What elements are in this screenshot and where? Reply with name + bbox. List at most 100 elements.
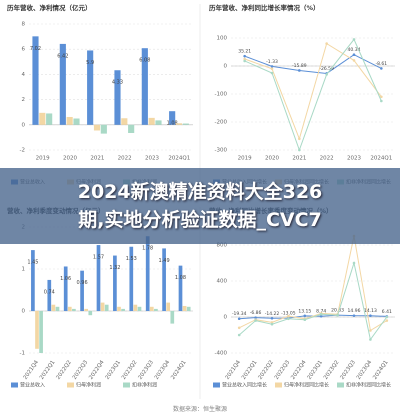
bar <box>182 305 187 311</box>
point <box>352 38 356 41</box>
bar <box>31 250 35 311</box>
point <box>270 316 274 320</box>
x-tick-label: 2021 <box>292 156 306 162</box>
point <box>287 314 290 318</box>
point <box>385 319 389 322</box>
point <box>369 314 372 318</box>
x-tick-label: 2022Q2 <box>55 360 72 381</box>
point <box>270 67 274 71</box>
value-label: 5.9 <box>86 60 94 66</box>
value-label: 6.41 <box>382 309 392 315</box>
value-label: -1.33 <box>266 59 278 65</box>
point <box>298 148 301 152</box>
value-label: 6.42 <box>57 53 68 59</box>
bar <box>100 124 107 134</box>
x-tick-label: 2023Q3 <box>339 359 357 381</box>
value-label: 1.08 <box>167 121 178 127</box>
x-tick-label: 2023Q1 <box>105 360 122 381</box>
bar <box>121 118 128 125</box>
value-label: 1.53 <box>126 256 137 262</box>
bar <box>51 304 56 311</box>
value-label: 20.83 <box>331 308 344 314</box>
value-label: 8.74 <box>316 309 326 315</box>
point <box>237 317 241 321</box>
point <box>243 57 246 61</box>
x-tick-label: 2022Q3 <box>72 359 90 381</box>
value-label: -26.59 <box>319 66 334 72</box>
y-tick-label: -300 <box>215 148 228 154</box>
legend-swatch <box>11 382 18 388</box>
point <box>270 65 274 68</box>
bar <box>113 255 117 311</box>
bar <box>175 123 183 125</box>
value-label: -14.22 <box>265 311 280 317</box>
bar <box>35 311 39 349</box>
y-tick-label: 4 <box>22 72 26 78</box>
value-label: 4.33 <box>112 80 123 86</box>
x-tick-label: 2022Q1 <box>241 360 258 381</box>
point <box>380 67 383 70</box>
x-tick-label: 2021Q4 <box>225 359 243 381</box>
chart-title: 历年营收、净利情况（亿元） <box>7 3 92 12</box>
value-label: 6.08 <box>139 58 150 64</box>
x-tick-label: 2023Q2 <box>323 360 340 381</box>
bar <box>145 236 150 311</box>
x-tick-label: 2022Q3 <box>274 359 292 381</box>
y-tick-label: 100 <box>217 36 228 42</box>
x-tick-label: 2022Q4 <box>290 359 308 381</box>
value-label: 1.49 <box>159 258 170 264</box>
point <box>319 314 323 318</box>
bar <box>47 279 52 311</box>
value-label: -6.86 <box>250 310 262 316</box>
legend-label: 扣非净利润 <box>132 382 157 389</box>
bar <box>149 306 154 311</box>
point <box>298 69 301 72</box>
overlay-banner: 2024新澳精准资料大全326 期,实地分析验证数据_CVC7 <box>0 168 400 244</box>
bar <box>162 248 166 311</box>
x-tick-label: 2024Q1 <box>170 360 187 381</box>
chart-title: 历年营收、净利同比增长率情况（%） <box>209 3 320 12</box>
x-tick-label: 2023 <box>347 156 361 162</box>
point <box>352 261 356 265</box>
y-tick-label: 800 <box>217 243 228 249</box>
series-line <box>238 261 388 341</box>
bar <box>154 308 158 311</box>
legend-label: 归母净利润 <box>76 382 101 389</box>
point <box>319 313 323 316</box>
y-tick-label: 0 <box>224 64 228 70</box>
point <box>270 71 274 75</box>
x-tick-label: 2022Q4 <box>88 359 106 381</box>
value-label: -13.05 <box>281 311 296 317</box>
value-label: 40.34 <box>348 47 361 53</box>
x-tick-label: 2022Q2 <box>257 360 274 381</box>
series-line <box>238 235 388 332</box>
bar <box>128 124 135 133</box>
point <box>325 73 328 76</box>
x-tick-label: 2021Q4 <box>23 359 41 381</box>
bar <box>32 36 39 125</box>
x-tick-label: 2023 <box>145 156 159 162</box>
bar <box>104 304 109 311</box>
point <box>352 59 356 62</box>
bar <box>186 306 191 311</box>
bar <box>137 306 142 311</box>
x-tick-label: 2023Q2 <box>121 360 138 381</box>
y-tick-label: -400 <box>215 351 228 357</box>
bar <box>169 111 176 125</box>
bar <box>80 270 84 311</box>
point <box>380 95 383 99</box>
bar <box>178 265 183 311</box>
bar <box>84 308 89 311</box>
bar <box>148 117 155 125</box>
point <box>352 53 356 57</box>
legend-swatch <box>337 382 344 388</box>
y-tick-label: 2 <box>22 97 26 103</box>
legend-swatch <box>67 382 74 388</box>
legend-label: 归母净利润同比增长 <box>284 382 329 389</box>
x-tick-label: 2019 <box>36 156 50 162</box>
value-label: 1.08 <box>175 275 186 281</box>
bar <box>133 304 138 311</box>
source-note: 数据来源：恒生聚源 <box>172 406 227 413</box>
x-tick-label: 2024Q1 <box>168 156 190 162</box>
point <box>303 314 307 318</box>
